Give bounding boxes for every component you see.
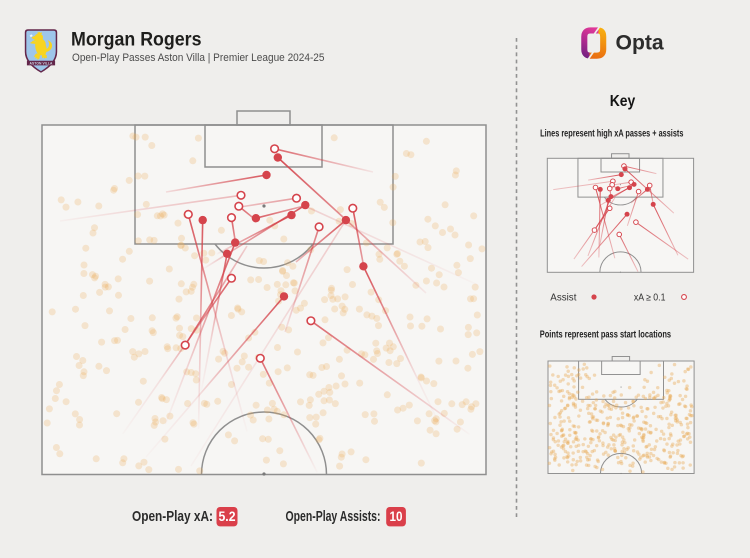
svg-text:Assist: Assist bbox=[550, 292, 576, 303]
svg-text:Key: Key bbox=[610, 93, 636, 110]
svg-text:xA ≥ 0.1: xA ≥ 0.1 bbox=[634, 292, 666, 303]
svg-text:10: 10 bbox=[390, 508, 403, 524]
svg-text:Open-Play Assists:: Open-Play Assists: bbox=[286, 508, 381, 525]
svg-text:Morgan Rogers: Morgan Rogers bbox=[71, 30, 202, 51]
svg-text:Open-Play Passes Aston Villa |: Open-Play Passes Aston Villa | Premier L… bbox=[72, 52, 325, 64]
svg-text:ASTON VILLA: ASTON VILLA bbox=[29, 61, 53, 65]
svg-text:5.2: 5.2 bbox=[219, 508, 236, 524]
svg-text:Lines represent high xA passes: Lines represent high xA passes + assists bbox=[540, 129, 684, 140]
svg-text:Points represent pass start lo: Points represent pass start locations bbox=[540, 329, 672, 340]
svg-text:Open-Play xA:: Open-Play xA: bbox=[132, 508, 213, 525]
svg-text:Opta: Opta bbox=[616, 31, 665, 55]
